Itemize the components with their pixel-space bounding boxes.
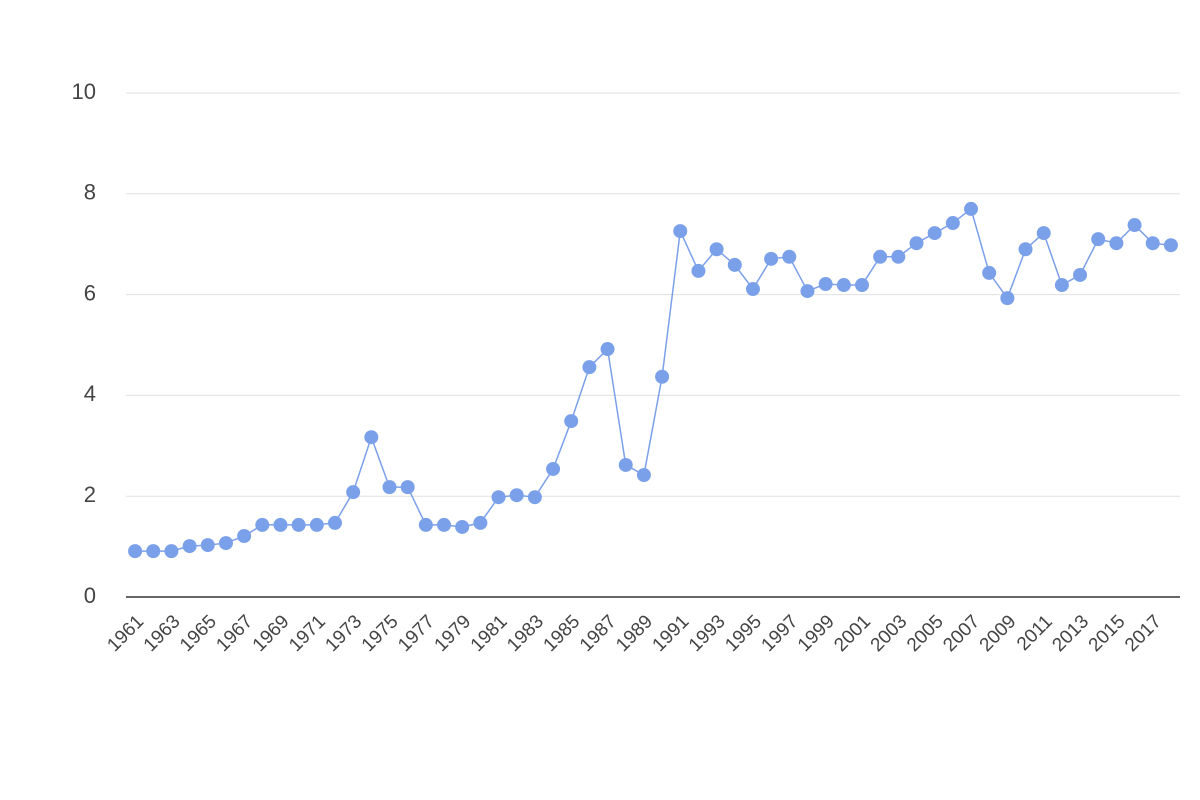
x-tick-label: 2011 bbox=[1013, 611, 1057, 655]
x-tick-label: 1961 bbox=[103, 611, 148, 656]
x-tick-label: 2009 bbox=[976, 611, 1021, 656]
point bbox=[437, 517, 452, 532]
point bbox=[400, 480, 415, 495]
point bbox=[418, 517, 433, 532]
point bbox=[382, 480, 397, 495]
x-tick-label: 1981 bbox=[467, 611, 512, 656]
x-tick-label: 1997 bbox=[758, 611, 803, 656]
point bbox=[636, 468, 651, 483]
point bbox=[1018, 242, 1033, 257]
point bbox=[1127, 218, 1142, 233]
point bbox=[600, 342, 615, 357]
point bbox=[491, 490, 506, 505]
y-tick-label: 8 bbox=[84, 180, 96, 205]
point bbox=[655, 369, 670, 384]
point bbox=[1163, 238, 1178, 253]
point bbox=[745, 282, 760, 297]
point bbox=[782, 249, 797, 264]
point bbox=[709, 242, 724, 257]
x-tick-label: 1983 bbox=[503, 611, 548, 656]
point bbox=[291, 517, 306, 532]
x-tick-label: 1991 bbox=[649, 611, 694, 656]
point bbox=[1073, 267, 1088, 282]
x-tick-label: 1967 bbox=[212, 611, 257, 656]
point bbox=[691, 263, 706, 278]
point bbox=[364, 430, 379, 445]
point bbox=[1145, 236, 1160, 251]
x-tick-label: 2007 bbox=[939, 611, 984, 656]
x-tick-label: 1995 bbox=[721, 611, 766, 656]
point bbox=[218, 536, 233, 551]
x-tick-label: 2017 bbox=[1121, 611, 1166, 656]
x-tick-label: 2015 bbox=[1085, 611, 1130, 656]
point bbox=[255, 517, 270, 532]
x-tick-label: 2013 bbox=[1048, 611, 1093, 656]
line bbox=[135, 207, 1171, 552]
x-tick-label: 1973 bbox=[321, 611, 366, 656]
point bbox=[891, 249, 906, 264]
point bbox=[237, 529, 252, 544]
point bbox=[564, 414, 579, 429]
x-tick-label: 1963 bbox=[140, 611, 185, 656]
x-tick-label: 1965 bbox=[176, 611, 221, 656]
point bbox=[800, 284, 815, 299]
point bbox=[1091, 232, 1106, 247]
point bbox=[128, 544, 143, 559]
point bbox=[473, 515, 488, 530]
x-tick-label: 2001 bbox=[830, 611, 875, 656]
point bbox=[509, 488, 524, 503]
point bbox=[164, 544, 179, 559]
x-tick-label: 2003 bbox=[867, 611, 912, 656]
point bbox=[309, 517, 324, 532]
point bbox=[182, 539, 197, 554]
y-tick-label: 0 bbox=[84, 583, 96, 608]
x-tick-label: 1977 bbox=[394, 611, 439, 656]
x-tick-label: 1969 bbox=[249, 611, 294, 656]
point bbox=[727, 257, 742, 272]
point bbox=[909, 236, 924, 251]
x-tick-label: 1987 bbox=[576, 611, 621, 656]
point bbox=[1000, 291, 1015, 306]
point bbox=[927, 226, 942, 241]
point bbox=[346, 485, 361, 500]
y-tick-label: 6 bbox=[84, 280, 96, 305]
point bbox=[327, 515, 342, 530]
x-tick-label: 1971 bbox=[285, 611, 330, 656]
point bbox=[945, 216, 960, 231]
point bbox=[146, 544, 161, 559]
point bbox=[1109, 236, 1124, 251]
point bbox=[618, 457, 633, 472]
x-tick-label: 1985 bbox=[540, 611, 585, 656]
point bbox=[455, 519, 470, 534]
x-tick-label: 1993 bbox=[685, 611, 730, 656]
x-tick-label: 2005 bbox=[903, 611, 948, 656]
y-tick-label: 2 bbox=[84, 482, 96, 507]
y-tick-label: 10 bbox=[72, 79, 96, 104]
x-tick-label: 1989 bbox=[612, 611, 657, 656]
x-tick-label: 1979 bbox=[431, 611, 476, 656]
x-tick-label: 1975 bbox=[358, 611, 403, 656]
point bbox=[836, 278, 851, 293]
point bbox=[1036, 226, 1051, 241]
point bbox=[273, 517, 288, 532]
point bbox=[854, 278, 869, 293]
point bbox=[964, 201, 979, 216]
point bbox=[673, 224, 688, 239]
point bbox=[873, 249, 888, 264]
point bbox=[546, 461, 561, 476]
point bbox=[1054, 278, 1069, 293]
point bbox=[527, 490, 542, 505]
x-tick-label: 1999 bbox=[794, 611, 839, 656]
point bbox=[582, 360, 597, 375]
point bbox=[818, 277, 833, 292]
y-tick-label: 4 bbox=[84, 381, 96, 406]
point bbox=[764, 251, 779, 266]
point bbox=[982, 265, 997, 280]
point bbox=[200, 538, 215, 553]
